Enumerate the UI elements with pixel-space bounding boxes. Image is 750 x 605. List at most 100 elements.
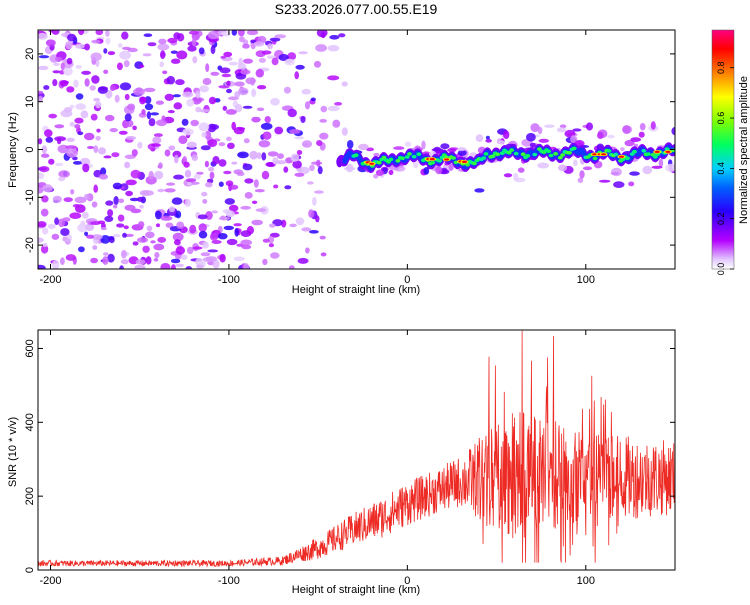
spectrogram-cell: [269, 223, 276, 228]
spectrogram-cell: [262, 238, 270, 243]
spectrogram-cell: [199, 109, 211, 113]
spectrogram-cell: [196, 264, 204, 269]
spectrogram-cell: [244, 178, 254, 184]
spectrogram-cell: [187, 182, 192, 186]
spectrogram-cell: [65, 41, 73, 50]
spectrogram-cell: [74, 196, 87, 204]
spectrogram-cell: [146, 225, 153, 232]
spectrogram-cell: [264, 116, 271, 124]
spectrogram-cell: [241, 244, 252, 250]
spectrogram-cell: [181, 118, 189, 126]
spectrogram-cell: [255, 68, 264, 78]
spectrogram-cell: [444, 158, 450, 161]
spectrogram-cell: [346, 140, 354, 149]
spectrogram-cell: [174, 239, 181, 246]
spectrogram-cell: [310, 97, 316, 102]
spectrogram-cell: [109, 128, 118, 133]
spectrogram-cell: [155, 223, 161, 228]
spectrogram-cell: [117, 214, 125, 222]
spectrogram-cell: [169, 206, 175, 213]
spectrogram-cell: [218, 233, 228, 240]
spectrogram-cell: [490, 154, 496, 158]
spectrogram-cell: [646, 152, 651, 156]
spectrogram-cell: [423, 167, 430, 175]
spectrogram-cell: [256, 152, 262, 160]
spectrogram-cell: [607, 134, 615, 139]
spectrogram-cell: [208, 96, 217, 105]
spectrogram-cell: [642, 165, 653, 175]
spectrogram-cell: [300, 116, 306, 123]
spectrogram-cell: [319, 119, 328, 123]
spectrogram-cell: [130, 169, 141, 179]
spectrogram-cell: [124, 113, 132, 122]
spectrogram-cell: [191, 37, 197, 47]
spectrogram-cell: [283, 166, 289, 173]
spectrogram-cell: [237, 151, 249, 159]
spectrogram-cell: [267, 236, 275, 244]
spectrogram-cell: [117, 43, 123, 48]
spectrogram-cell: [132, 125, 137, 131]
spectrogram-cell: [82, 163, 90, 173]
spectrogram-cell: [139, 190, 150, 196]
spectrogram-cell: [164, 93, 174, 101]
spectrogram-cell: [221, 30, 231, 37]
spectrogram-cell: [271, 57, 279, 66]
spectrogram-cell: [218, 181, 224, 187]
colorbar: 0.0 0.2 0.4 0.6 0.8 Normalized spectral ampl…: [711, 29, 750, 275]
spectrogram-cell: [187, 45, 197, 52]
spectrogram-cell: [619, 155, 624, 158]
spectrogram-cell: [137, 196, 144, 202]
spectrogram-x-tick-label: -100: [218, 274, 240, 286]
spectrogram-cell: [294, 172, 305, 177]
spectrogram-cell: [77, 223, 88, 233]
spectrogram-cell: [141, 109, 146, 115]
spectrogram-cell: [457, 147, 467, 152]
spectrogram-cell: [509, 148, 514, 152]
spectrogram-cell: [200, 252, 211, 257]
spectrogram-cell: [557, 155, 563, 160]
spectrogram-cell: [91, 75, 100, 84]
spectrogram-cell: [172, 232, 184, 242]
spectrogram-cell: [435, 166, 443, 175]
spectrogram-y-tick-label: 0: [24, 146, 36, 152]
spectrogram-cell: [211, 240, 222, 244]
spectrogram-cell: [164, 188, 176, 193]
spectrogram-cell: [485, 135, 490, 140]
spectrogram-cell: [60, 228, 70, 236]
spectrogram-cell: [287, 52, 297, 61]
spectrogram-cell: [124, 204, 136, 211]
spectrogram-cell: [592, 153, 598, 156]
spectrogram-cell: [233, 256, 245, 262]
spectrogram-cell: [60, 257, 65, 266]
spectrogram-cell: [97, 86, 108, 94]
spectrogram-cell: [47, 223, 56, 230]
spectrogram-cell: [226, 88, 232, 94]
spectrogram-cell: [38, 264, 46, 269]
spectrogram-cell: [289, 129, 301, 134]
spectrogram-cell: [334, 102, 343, 106]
spectrogram-cell: [104, 114, 115, 122]
spectrogram-cell: [243, 58, 253, 64]
snr-x-tick-label: 0: [404, 575, 410, 587]
spectrogram-cell: [226, 238, 238, 246]
spectrogram-cell: [55, 56, 63, 61]
spectrogram-cell: [51, 233, 60, 240]
spectrogram-cell: [96, 128, 101, 133]
spectrogram-cell: [388, 169, 394, 176]
spectrogram-cell: [167, 37, 178, 44]
spectrogram-cell: [223, 51, 233, 58]
spectrogram-cell: [218, 159, 227, 167]
spectrogram-cell: [48, 158, 55, 165]
spectrogram-cell: [320, 252, 327, 257]
spectrogram-cell: [45, 39, 56, 47]
spectrogram-y-tick-label: 20: [24, 48, 36, 60]
spectrogram-cell: [195, 258, 204, 267]
spectrogram-cell: [254, 189, 265, 193]
snr-x-tick-label: 100: [577, 575, 595, 587]
spectrogram-cell: [103, 48, 108, 54]
spectrogram-cell: [112, 182, 123, 190]
spectrogram-cell: [158, 38, 167, 45]
spectrogram-cell: [202, 241, 209, 249]
spectrogram-cell: [91, 39, 101, 44]
spectrogram-cell: [90, 113, 98, 121]
